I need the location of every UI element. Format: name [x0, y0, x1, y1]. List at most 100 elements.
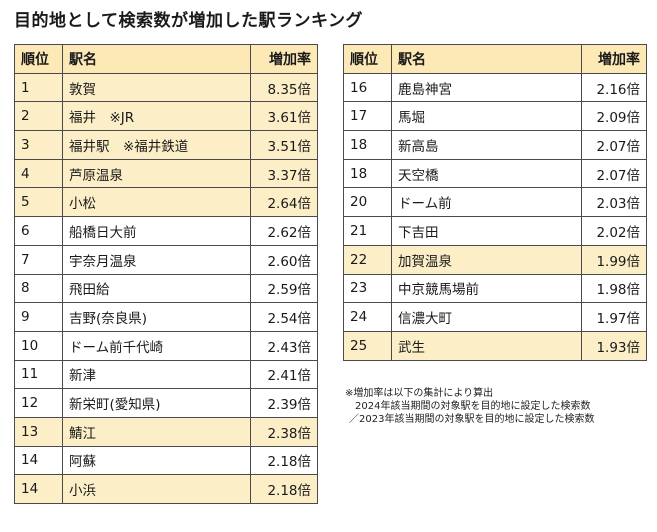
rate-cell: 2.09倍 — [581, 101, 647, 132]
header-rate: 増加率 — [581, 44, 647, 74]
station-cell: 船橋日大前 — [62, 216, 251, 246]
station-cell: ドーム前千代崎 — [62, 330, 251, 361]
rank-cell: 3 — [14, 130, 63, 160]
table-row: 21 下吉田 2.02倍 — [343, 216, 647, 246]
rate-cell: 2.07倍 — [581, 130, 647, 160]
table-row: 1 敦賀 8.35倍 — [14, 72, 318, 103]
rate-cell: 1.93倍 — [581, 330, 647, 361]
station-cell: 小松 — [62, 187, 251, 218]
table-row: 5 小松 2.64倍 — [14, 187, 318, 218]
table-row: 6 船橋日大前 2.62倍 — [14, 216, 318, 246]
header-rate: 増加率 — [250, 44, 318, 74]
table-row: 14 阿蘇 2.18倍 — [14, 445, 318, 476]
rank-cell: 1 — [14, 72, 63, 103]
rate-cell: 2.43倍 — [250, 330, 318, 361]
station-cell: 信濃大町 — [391, 302, 582, 332]
footnote: ※増加率は以下の集計により算出 2024年該当期間の対象駅を目的地に設定した検索… — [345, 387, 594, 426]
rate-cell: 2.18倍 — [250, 474, 318, 504]
rank-cell: 21 — [343, 216, 392, 246]
rank-cell: 24 — [343, 302, 392, 332]
rank-cell: 12 — [14, 388, 63, 418]
station-cell: ドーム前 — [391, 187, 582, 218]
rate-cell: 2.16倍 — [581, 72, 647, 103]
rate-cell: 2.02倍 — [581, 216, 647, 246]
table-header-row: 順位 駅名 増加率 — [343, 44, 647, 74]
rate-cell: 8.35倍 — [250, 72, 318, 103]
station-cell: 鹿島神宮 — [391, 72, 582, 103]
station-cell: 芦原温泉 — [62, 158, 251, 189]
rank-cell: 18 — [343, 130, 392, 160]
station-cell: 新津 — [62, 359, 251, 390]
footnote-line: 2024年該当期間の対象駅を目的地に設定した検索数 — [355, 401, 591, 412]
table-row: 2 福井 ※JR 3.61倍 — [14, 101, 318, 132]
table-row: 18 天空橋 2.07倍 — [343, 158, 647, 189]
station-cell: 飛田給 — [62, 273, 251, 304]
station-cell: 小浜 — [62, 474, 251, 504]
station-cell: 天空橋 — [391, 158, 582, 189]
station-cell: 宇奈月温泉 — [62, 244, 251, 275]
table-row: 13 鯖江 2.38倍 — [14, 416, 318, 447]
page-title: 目的地として検索数が増加した駅ランキング — [14, 11, 363, 31]
header-rank: 順位 — [14, 44, 63, 74]
station-cell: 福井駅 ※福井鉄道 — [62, 130, 251, 160]
footnote-line: ／2023年該当期間の対象駅を目的地に設定した検索数 — [349, 414, 595, 425]
table-row: 9 吉野(奈良県) 2.54倍 — [14, 302, 318, 332]
station-cell: 敦賀 — [62, 72, 251, 103]
rate-cell: 2.60倍 — [250, 244, 318, 275]
rate-cell: 3.61倍 — [250, 101, 318, 132]
table-row: 11 新津 2.41倍 — [14, 359, 318, 390]
rank-cell: 7 — [14, 244, 63, 275]
table-row: 18 新高島 2.07倍 — [343, 130, 647, 160]
rank-cell: 11 — [14, 359, 63, 390]
station-cell: 下吉田 — [391, 216, 582, 246]
table-row: 4 芦原温泉 3.37倍 — [14, 158, 318, 189]
rank-cell: 17 — [343, 101, 392, 132]
table-row: 23 中京競馬場前 1.98倍 — [343, 273, 647, 304]
rate-cell: 3.51倍 — [250, 130, 318, 160]
rate-cell: 2.59倍 — [250, 273, 318, 304]
rank-cell: 22 — [343, 244, 392, 275]
table-row: 10 ドーム前千代崎 2.43倍 — [14, 330, 318, 361]
rate-cell: 2.41倍 — [250, 359, 318, 390]
rate-cell: 2.07倍 — [581, 158, 647, 189]
rank-cell: 2 — [14, 101, 63, 132]
rate-cell: 2.18倍 — [250, 445, 318, 476]
rank-cell: 4 — [14, 158, 63, 189]
station-cell: 武生 — [391, 330, 582, 361]
rank-cell: 9 — [14, 302, 63, 332]
rate-cell: 3.37倍 — [250, 158, 318, 189]
table-row: 3 福井駅 ※福井鉄道 3.51倍 — [14, 130, 318, 160]
rank-cell: 20 — [343, 187, 392, 218]
station-cell: 阿蘇 — [62, 445, 251, 476]
table-row: 22 加賀温泉 1.99倍 — [343, 244, 647, 275]
header-station: 駅名 — [62, 44, 251, 74]
rank-cell: 14 — [14, 445, 63, 476]
rank-cell: 25 — [343, 330, 392, 361]
rate-cell: 2.64倍 — [250, 187, 318, 218]
ranking-table-left: 順位 駅名 増加率 1 敦賀 8.35倍 2 福井 ※JR 3.61倍 3 福井駅 ※福井鉄道… — [14, 44, 318, 504]
rank-cell: 23 — [343, 273, 392, 304]
rate-cell: 1.97倍 — [581, 302, 647, 332]
rate-cell: 2.62倍 — [250, 216, 318, 246]
table-row: 7 宇奈月温泉 2.60倍 — [14, 244, 318, 275]
station-cell: 新栄町(愛知県) — [62, 388, 251, 418]
station-cell: 加賀温泉 — [391, 244, 582, 275]
station-cell: 馬堀 — [391, 101, 582, 132]
station-cell: 吉野(奈良県) — [62, 302, 251, 332]
rate-cell: 2.38倍 — [250, 416, 318, 447]
table-row: 16 鹿島神宮 2.16倍 — [343, 72, 647, 103]
table-row: 24 信濃大町 1.97倍 — [343, 302, 647, 332]
station-cell: 中京競馬場前 — [391, 273, 582, 304]
rank-cell: 5 — [14, 187, 63, 218]
station-cell: 鯖江 — [62, 416, 251, 447]
rank-cell: 6 — [14, 216, 63, 246]
rate-cell: 2.39倍 — [250, 388, 318, 418]
header-station: 駅名 — [391, 44, 582, 74]
rate-cell: 1.98倍 — [581, 273, 647, 304]
rate-cell: 2.54倍 — [250, 302, 318, 332]
header-rank: 順位 — [343, 44, 392, 74]
rate-cell: 1.99倍 — [581, 244, 647, 275]
rank-cell: 16 — [343, 72, 392, 103]
rank-cell: 14 — [14, 474, 63, 504]
station-cell: 福井 ※JR — [62, 101, 251, 132]
